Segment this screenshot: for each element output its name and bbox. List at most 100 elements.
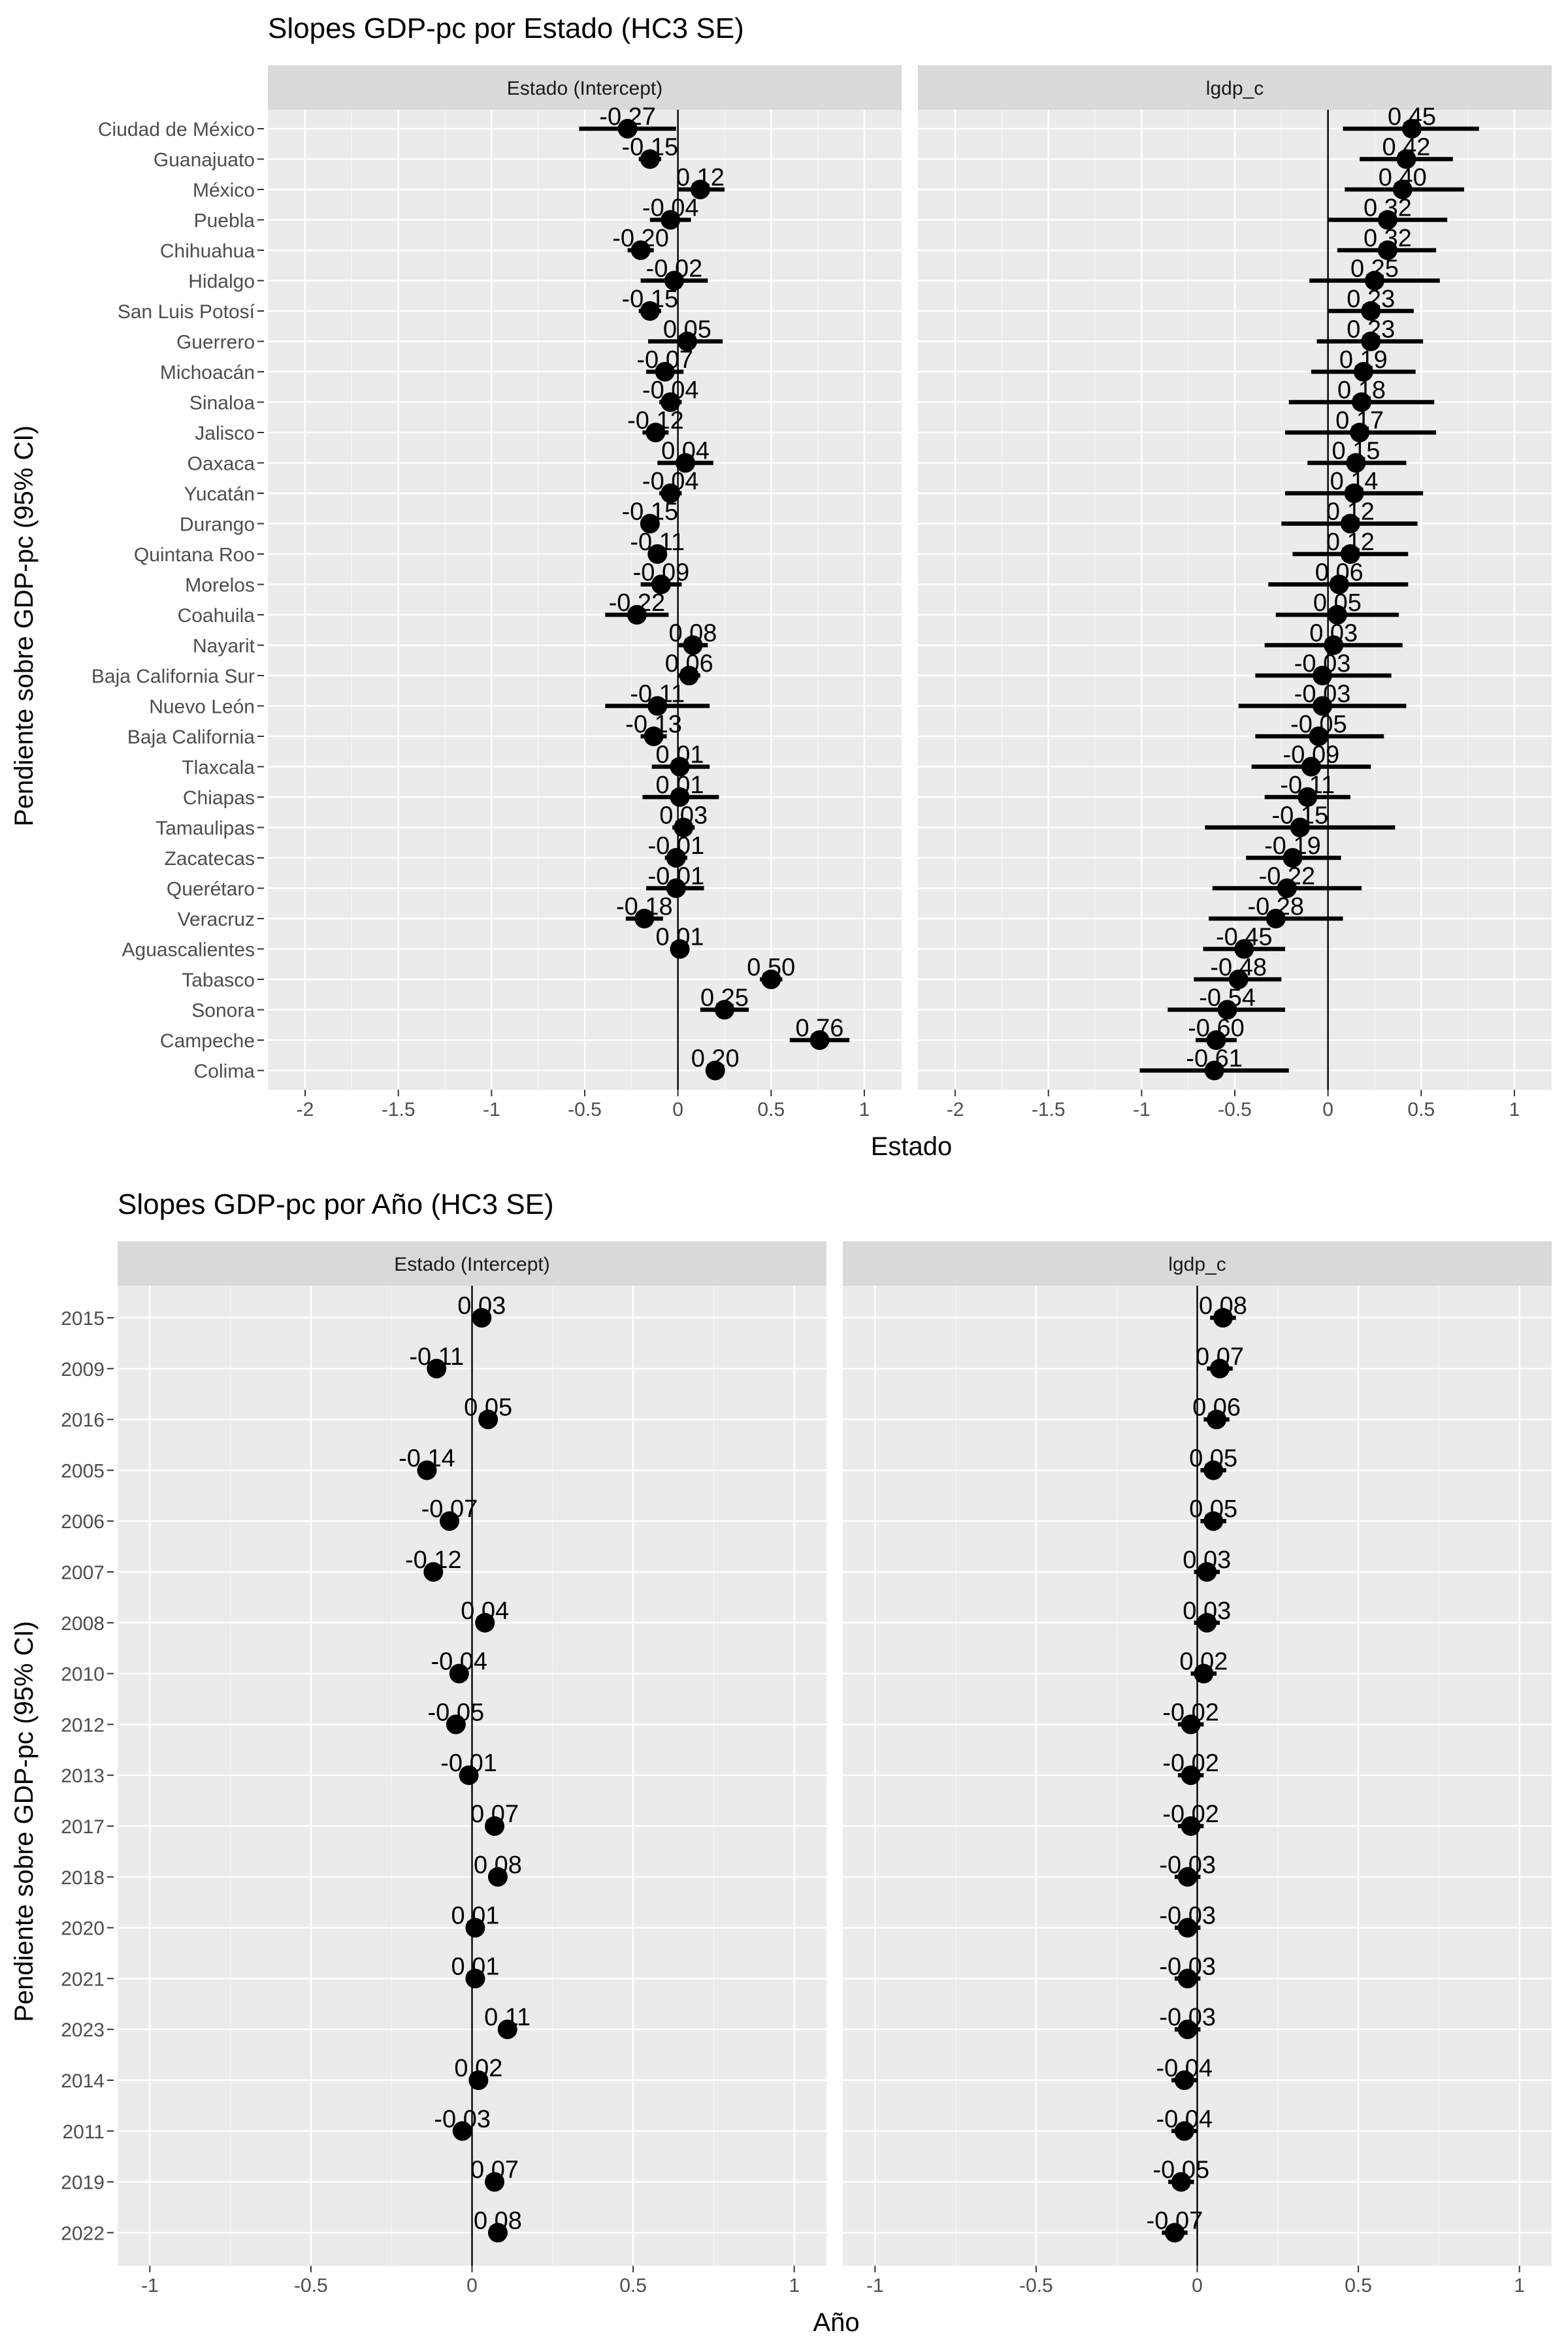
y-tick-label: Tabasco	[182, 970, 255, 991]
y-axis-label: Pendiente sobre GDP-pc (95% CI)	[10, 425, 39, 826]
point-estimate	[664, 270, 684, 291]
point-estimate	[640, 149, 660, 169]
point-estimate	[1377, 210, 1397, 230]
chart-title: Slopes GDP-pc por Año (HC3 SE)	[118, 1188, 554, 1220]
y-tick-label: Michoacán	[160, 362, 255, 384]
facet-strip	[268, 65, 902, 110]
data-label: -0.54	[1199, 985, 1256, 1012]
point-estimate	[1377, 240, 1397, 260]
x-tick-label: -1.5	[1032, 1099, 1066, 1120]
point-estimate	[677, 331, 697, 351]
data-label: -0.09	[1283, 742, 1340, 769]
point-estimate	[1361, 301, 1381, 321]
data-label: -0.03	[1159, 1953, 1216, 1980]
point-estimate	[1228, 970, 1249, 989]
y-tick-label: Colima	[194, 1061, 255, 1083]
y-tick-label: 2017	[61, 1816, 105, 1838]
data-label: -0.04	[642, 377, 699, 404]
data-label: -0.02	[646, 255, 703, 283]
point-estimate	[1277, 878, 1297, 898]
x-tick-label: -0.5	[1218, 1099, 1252, 1120]
y-tick-label: Aguascalientes	[122, 939, 255, 961]
y-tick-label: 2007	[61, 1562, 105, 1584]
y-tick-label: 2014	[61, 2070, 105, 2092]
point-estimate	[714, 1000, 734, 1020]
data-label: 0.76	[795, 1015, 843, 1042]
facet-strip	[843, 1241, 1552, 1286]
point-estimate	[465, 1918, 485, 1938]
point-estimate	[497, 2019, 517, 2040]
data-label: -0.12	[405, 1546, 462, 1574]
data-label: -0.11	[630, 681, 685, 708]
x-tick-label: -0.5	[568, 1099, 602, 1120]
data-label: -0.11	[409, 1343, 464, 1371]
point-estimate	[1206, 1030, 1226, 1050]
point-estimate	[1324, 635, 1344, 655]
chart-title: Slopes GDP-pc por Estado (HC3 SE)	[268, 12, 744, 44]
data-label: -0.01	[440, 1750, 497, 1777]
y-tick-label: 2006	[61, 1511, 105, 1533]
y-tick-label: 2023	[61, 2019, 105, 2041]
point-estimate	[1171, 2172, 1191, 2192]
point-estimate	[670, 939, 690, 959]
point-estimate	[640, 514, 660, 534]
data-label: 0.04	[661, 438, 710, 465]
data-label: -0.15	[622, 286, 679, 313]
facet-panel-0: Estado (Intercept)-1 -0.5 0 0.5 10.03-0.110.…	[118, 1241, 826, 2296]
data-label: 0.05	[1189, 1445, 1237, 1472]
data-label: 0.42	[1382, 134, 1430, 161]
point-estimate	[485, 2172, 505, 2192]
data-label: -0.05	[1153, 2157, 1210, 2184]
y-tick-label: 2013	[61, 1765, 105, 1787]
point-estimate	[634, 909, 655, 928]
point-estimate	[439, 1511, 459, 1531]
data-label: 0.01	[656, 924, 704, 951]
data-label: -0.02	[1162, 1750, 1219, 1777]
data-label: 0.05	[464, 1394, 512, 1422]
data-label: 0.12	[1326, 529, 1375, 556]
point-estimate	[670, 757, 690, 777]
y-tick-label: 2015	[61, 1308, 105, 1330]
data-label: 0.08	[1199, 1292, 1247, 1320]
data-label: 0.04	[461, 1597, 509, 1625]
point-estimate	[1396, 149, 1416, 169]
point-estimate	[475, 1612, 495, 1633]
point-estimate	[1298, 787, 1318, 807]
data-label: -0.04	[1156, 2106, 1213, 2133]
y-tick-label: Guerrero	[176, 332, 255, 353]
point-estimate	[645, 423, 666, 442]
point-estimate	[683, 635, 703, 655]
data-label: -0.11	[1280, 772, 1335, 799]
data-label: -0.03	[434, 2106, 491, 2133]
data-label: 0.20	[691, 1045, 740, 1073]
data-label: 0.05	[1313, 589, 1362, 617]
y-tick-label: Baja California Sur	[91, 666, 255, 687]
point-estimate	[1346, 453, 1366, 473]
y-tick-label: Hidalgo	[188, 271, 255, 293]
data-label: -0.03	[1159, 1903, 1216, 1930]
x-tick-label: 1	[1514, 2275, 1525, 2296]
x-tick-label: -0.5	[294, 2275, 328, 2296]
point-estimate	[485, 1816, 505, 1836]
y-tick-label: 2022	[61, 2223, 105, 2244]
data-label: 0.06	[665, 650, 713, 678]
y-tick-label: 2011	[62, 2121, 105, 2143]
data-label: 0.32	[1364, 225, 1412, 252]
point-estimate	[1309, 727, 1329, 746]
facet-strip	[118, 1241, 826, 1286]
point-estimate	[1361, 331, 1381, 351]
data-label: 0.05	[1189, 1495, 1237, 1523]
point-estimate	[1340, 514, 1360, 534]
point-estimate	[1181, 1714, 1201, 1735]
data-label: -0.48	[1210, 954, 1267, 981]
point-estimate	[1181, 1765, 1201, 1786]
y-tick-label: San Luis Potosí	[118, 301, 255, 323]
point-estimate	[1340, 544, 1360, 564]
point-estimate	[661, 392, 681, 412]
y-tick-label: Baja California	[127, 727, 255, 748]
x-tick-label: -1	[483, 1099, 500, 1120]
data-label: -0.01	[647, 832, 704, 860]
data-label: -0.05	[428, 1699, 485, 1726]
point-estimate	[630, 240, 651, 260]
